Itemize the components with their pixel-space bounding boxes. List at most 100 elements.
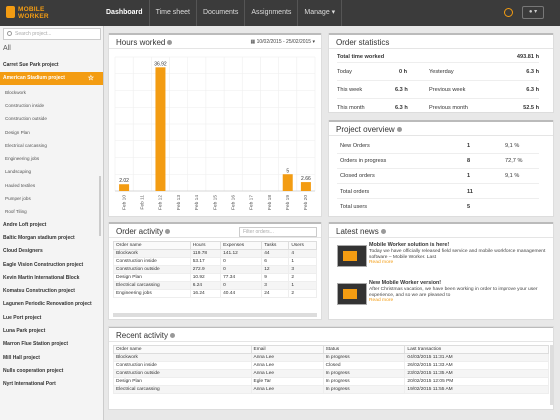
sidebar-project-item[interactable]: Luna Park project bbox=[0, 325, 103, 338]
news-item: New Mobile Worker version! After Christm… bbox=[337, 280, 547, 314]
sidebar-project-item[interactable]: Baltic Morgan stadium project bbox=[0, 232, 103, 245]
column-header[interactable]: Status bbox=[322, 345, 406, 354]
star-icon[interactable]: ☆ bbox=[87, 75, 94, 83]
stat-label: This month bbox=[337, 105, 365, 111]
table-row[interactable]: Construction inside Anna Lee Closed 26/02/2… bbox=[113, 361, 549, 370]
sidebar-project-item[interactable]: Komatsu Construction project bbox=[0, 285, 103, 298]
table-cell: Anna Lee bbox=[250, 353, 324, 362]
column-header[interactable]: Email bbox=[250, 345, 324, 354]
info-icon[interactable] bbox=[380, 229, 386, 235]
filter-all[interactable]: All bbox=[3, 45, 11, 52]
sidebar-project-item[interactable]: Nyrt International Port bbox=[0, 378, 103, 391]
column-header[interactable]: Order name bbox=[113, 241, 191, 250]
horizontal-scrollbar[interactable] bbox=[113, 313, 317, 317]
table-row[interactable]: Construction inside 53.17 0 6 1 bbox=[113, 257, 317, 266]
sidebar-project-item[interactable]: Eagle Vision Construction project bbox=[0, 259, 103, 272]
info-icon[interactable] bbox=[396, 127, 402, 133]
sidebar-subitem[interactable]: Landscaping bbox=[0, 165, 103, 178]
table-cell: Design Plan bbox=[113, 273, 191, 282]
order-statistics-title: Order statistics bbox=[336, 38, 390, 47]
news-thumbnail[interactable] bbox=[337, 245, 367, 267]
sidebar-subitem[interactable]: Blockwork bbox=[0, 86, 103, 99]
news-thumbnail[interactable] bbox=[337, 283, 367, 305]
sidebar-subitem[interactable]: Construction inside bbox=[0, 99, 103, 112]
table-row[interactable]: Design Plan Egle Tar In progress 20/02/2015… bbox=[113, 377, 549, 386]
overview-row: New Orders 1 9,1 % bbox=[337, 139, 539, 154]
table-row[interactable]: Electrical carcassing 6.24 0 3 1 bbox=[113, 281, 317, 290]
column-header[interactable]: Tasks bbox=[261, 241, 290, 250]
column-header[interactable]: Last transaction bbox=[404, 345, 549, 354]
table-cell: 16.24 bbox=[189, 289, 222, 298]
nav-time-sheet[interactable]: Time sheet bbox=[150, 0, 197, 26]
overview-count: 5 bbox=[467, 203, 471, 210]
sidebar-subitem[interactable]: Construction outside bbox=[0, 112, 103, 125]
hours-worked-panel: Hours worked ▦ 10/02/2015 - 25/02/2015 ▾… bbox=[108, 33, 322, 217]
order-activity-header: Order activity bbox=[109, 222, 321, 238]
sidebar-project-item[interactable]: Marron Flue Station project bbox=[0, 338, 103, 351]
order-activity-panel: Order activity Filter orders... Order na… bbox=[108, 222, 322, 320]
read-more-link[interactable]: Read more bbox=[369, 298, 394, 304]
sidebar-scrollbar[interactable] bbox=[99, 176, 101, 236]
sidebar-subitem[interactable]: Roof Tiling bbox=[0, 205, 103, 218]
stat-value: 6.3 h bbox=[395, 105, 408, 111]
sidebar-subitem[interactable]: Pumper jobs bbox=[0, 192, 103, 205]
bar[interactable] bbox=[155, 67, 166, 191]
table-row[interactable]: Construction outside 272.9 0 12 3 bbox=[113, 265, 317, 274]
sidebar-project-item[interactable]: Mill Hall project bbox=[0, 352, 103, 365]
project-label: Roof Tiling bbox=[5, 209, 27, 215]
date-range-picker[interactable]: ▦ 10/02/2015 - 25/02/2015 ▾ bbox=[250, 39, 315, 45]
sidebar-subitem[interactable]: Electrical carcassing bbox=[0, 139, 103, 152]
news-title[interactable]: Mobile Worker solution is here! bbox=[369, 242, 450, 248]
sidebar-project-item[interactable]: Cloud Designers bbox=[0, 245, 103, 258]
overview-row: Total users 5 bbox=[337, 200, 539, 215]
nav-manage[interactable]: Manage ▾ bbox=[298, 0, 343, 26]
nav-dashboard[interactable]: Dashboard bbox=[100, 0, 150, 26]
nav-assignments[interactable]: Assignments bbox=[245, 0, 299, 26]
sidebar-subitem[interactable]: Engineering jobs bbox=[0, 152, 103, 165]
read-more-link[interactable]: Read more bbox=[369, 260, 394, 266]
sidebar-subitem[interactable]: Design Plan bbox=[0, 126, 103, 139]
bar[interactable] bbox=[300, 182, 311, 191]
x-tick-label: Feb 11 bbox=[140, 195, 146, 210]
sidebar-project-item[interactable]: Carret Sue Park project bbox=[0, 59, 103, 72]
logo[interactable]: MOBILE WORKER bbox=[6, 5, 60, 21]
table-row[interactable]: Blockwork 119.78 141.12 44 4 bbox=[113, 249, 317, 258]
table-cell: Construction outside bbox=[113, 265, 191, 274]
clock-icon[interactable] bbox=[504, 8, 513, 17]
sidebar-project-item[interactable]: Lue Port project bbox=[0, 312, 103, 325]
info-icon[interactable] bbox=[165, 229, 171, 235]
table-row[interactable]: Construction outside Anna Lee In progress 2… bbox=[113, 369, 549, 378]
table-row[interactable]: Design Plan 10.92 77.34 9 2 bbox=[113, 273, 317, 282]
x-tick-label: Feb 14 bbox=[194, 195, 200, 210]
table-cell: Blockwork bbox=[113, 353, 252, 362]
table-cell: 3 bbox=[261, 281, 290, 290]
user-menu-button[interactable]: ● ▾ bbox=[522, 6, 544, 19]
sidebar-project-item[interactable]: Andre Loft project bbox=[0, 219, 103, 232]
bar[interactable] bbox=[282, 174, 293, 191]
column-header[interactable]: Expenses bbox=[220, 241, 263, 250]
table-cell: 2 bbox=[288, 289, 317, 298]
info-icon[interactable] bbox=[170, 333, 176, 339]
column-header[interactable]: Order name bbox=[113, 345, 252, 354]
sidebar-project-item[interactable]: Kevin Martin International Block bbox=[0, 272, 103, 285]
table-row[interactable]: Blockwork Anna Lee In progress 04/03/2015 1… bbox=[113, 353, 549, 362]
project-label: Nyrt International Port bbox=[3, 381, 56, 388]
bar[interactable] bbox=[119, 184, 130, 191]
project-search-input[interactable]: Search project... bbox=[3, 28, 101, 40]
table-cell: Egle Tar bbox=[250, 377, 324, 386]
order-activity-table: Order name Hours Expenses Tasks Users Blockw… bbox=[113, 241, 317, 298]
table-row[interactable]: Electrical carcassing Anna Lee In progress… bbox=[113, 385, 549, 394]
news-title[interactable]: New Mobile Worker version! bbox=[369, 280, 442, 286]
filter-orders-input[interactable]: Filter orders... bbox=[239, 227, 317, 237]
column-header[interactable]: Users bbox=[288, 241, 317, 250]
info-icon[interactable] bbox=[167, 40, 173, 46]
sidebar-project-item[interactable]: Lagunen Periodic Renovation project bbox=[0, 298, 103, 311]
vertical-scrollbar[interactable] bbox=[550, 345, 553, 405]
sidebar-subitem[interactable]: Hauled textiles bbox=[0, 179, 103, 192]
column-header[interactable]: Hours bbox=[189, 241, 222, 250]
sidebar-project-item[interactable]: Nulls cooperation project bbox=[0, 365, 103, 378]
sidebar-project-item[interactable]: American Stadium project ☆ bbox=[0, 72, 103, 86]
table-row[interactable]: Engineering jobs 16.24 40.44 24 2 bbox=[113, 289, 317, 298]
nav-documents[interactable]: Documents bbox=[197, 0, 246, 26]
x-tick-label: Feb 16 bbox=[230, 195, 236, 210]
